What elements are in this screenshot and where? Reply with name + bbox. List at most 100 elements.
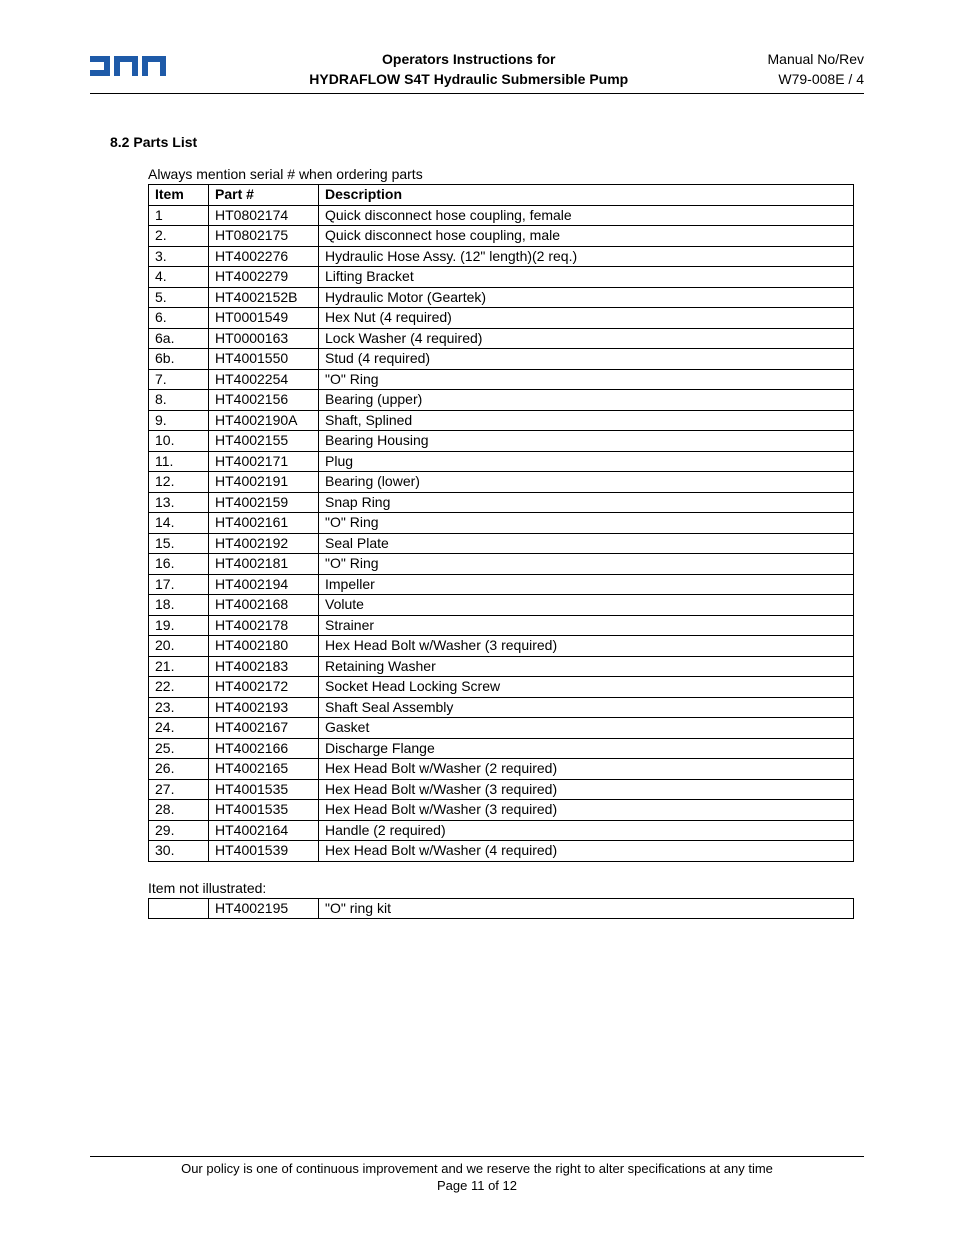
table-row: 16.HT4002181"O" Ring [149, 554, 854, 575]
table-row: 21.HT4002183Retaining Washer [149, 656, 854, 677]
cell-desc: Quick disconnect hose coupling, female [319, 205, 854, 226]
col-header-item: Item [149, 185, 209, 206]
cell-item: 28. [149, 800, 209, 821]
cell-item: 29. [149, 820, 209, 841]
cell-desc: Retaining Washer [319, 656, 854, 677]
cell-item: 14. [149, 513, 209, 534]
table-row: 9.HT4002190AShaft, Splined [149, 410, 854, 431]
table-row: 27.HT4001535Hex Head Bolt w/Washer (3 re… [149, 779, 854, 800]
table-row: 4.HT4002279Lifting Bracket [149, 267, 854, 288]
cell-desc: "O" Ring [319, 554, 854, 575]
cell-part: HT4002195 [209, 898, 319, 919]
cell-item: 18. [149, 595, 209, 616]
table-row: 11.HT4002171Plug [149, 451, 854, 472]
table-row: 23.HT4002193Shaft Seal Assembly [149, 697, 854, 718]
cell-part: HT4002164 [209, 820, 319, 841]
cell-item: 3. [149, 246, 209, 267]
cell-item: 21. [149, 656, 209, 677]
not-illustrated-table: HT4002195 "O" ring kit [148, 898, 854, 920]
cell-desc: Lifting Bracket [319, 267, 854, 288]
cell-desc: "O" Ring [319, 513, 854, 534]
cell-item: 6a. [149, 328, 209, 349]
cell-part: HT4002167 [209, 718, 319, 739]
cell-item: 19. [149, 615, 209, 636]
header-manual-info: Manual No/Rev W79-008E / 4 [768, 50, 865, 89]
page-footer: Our policy is one of continuous improvem… [90, 1156, 864, 1195]
table-row: 10.HT4002155Bearing Housing [149, 431, 854, 452]
cell-desc: Stud (4 required) [319, 349, 854, 370]
table-row: 18.HT4002168Volute [149, 595, 854, 616]
cell-desc: Gasket [319, 718, 854, 739]
cell-item: 17. [149, 574, 209, 595]
cell-desc: Socket Head Locking Screw [319, 677, 854, 698]
table-row: 22.HT4002172Socket Head Locking Screw [149, 677, 854, 698]
cell-item: 20. [149, 636, 209, 657]
manual-no-label: Manual No/Rev [768, 50, 865, 70]
cell-item: 25. [149, 738, 209, 759]
cell-desc: Bearing (upper) [319, 390, 854, 411]
table-row: HT4002195 "O" ring kit [149, 898, 854, 919]
cell-part: HT4002183 [209, 656, 319, 677]
cell-part: HT4001550 [209, 349, 319, 370]
cell-part: HT4002152B [209, 287, 319, 308]
table-row: 26.HT4002165Hex Head Bolt w/Washer (2 re… [149, 759, 854, 780]
cell-desc: Strainer [319, 615, 854, 636]
cell-part: HT4002172 [209, 677, 319, 698]
table-note: Always mention serial # when ordering pa… [148, 166, 854, 182]
cell-item: 30. [149, 841, 209, 862]
cell-item: 12. [149, 472, 209, 493]
cell-item: 22. [149, 677, 209, 698]
cell-desc: Impeller [319, 574, 854, 595]
table-row: 30.HT4001539Hex Head Bolt w/Washer (4 re… [149, 841, 854, 862]
cell-item-blank [149, 898, 209, 919]
table-row: 5.HT4002152BHydraulic Motor (Geartek) [149, 287, 854, 308]
table-row: 29.HT4002164Handle (2 required) [149, 820, 854, 841]
cell-desc: Shaft Seal Assembly [319, 697, 854, 718]
table-header-row: Item Part # Description [149, 185, 854, 206]
cell-part: HT4002156 [209, 390, 319, 411]
cell-item: 23. [149, 697, 209, 718]
table-row: 8.HT4002156Bearing (upper) [149, 390, 854, 411]
cell-part: HT0001549 [209, 308, 319, 329]
cell-desc: Hex Nut (4 required) [319, 308, 854, 329]
cell-part: HT4002181 [209, 554, 319, 575]
cell-part: HT4002190A [209, 410, 319, 431]
table-row: 3.HT4002276Hydraulic Hose Assy. (12" len… [149, 246, 854, 267]
cell-part: HT4002178 [209, 615, 319, 636]
header-title-line1: Operators Instructions for [170, 50, 768, 70]
cell-part: HT4002192 [209, 533, 319, 554]
cell-item: 4. [149, 267, 209, 288]
cell-desc: Handle (2 required) [319, 820, 854, 841]
section-title: 8.2 Parts List [110, 134, 864, 150]
cell-part: HT4002155 [209, 431, 319, 452]
cell-desc: Plug [319, 451, 854, 472]
parts-table-wrap: Always mention serial # when ordering pa… [148, 166, 854, 919]
manual-no-value: W79-008E / 4 [768, 70, 865, 90]
parts-table: Item Part # Description 1HT0802174Quick … [148, 184, 854, 862]
cell-part: HT4002168 [209, 595, 319, 616]
cell-part: HT4001539 [209, 841, 319, 862]
table-row: 6.HT0001549Hex Nut (4 required) [149, 308, 854, 329]
cell-desc: Hex Head Bolt w/Washer (3 required) [319, 636, 854, 657]
cell-part: HT4001535 [209, 800, 319, 821]
table-row: 14.HT4002161"O" Ring [149, 513, 854, 534]
table-row: 6a.HT0000163Lock Washer (4 required) [149, 328, 854, 349]
cell-item: 9. [149, 410, 209, 431]
cell-part: HT4002191 [209, 472, 319, 493]
table-row: 15.HT4002192Seal Plate [149, 533, 854, 554]
cell-item: 13. [149, 492, 209, 513]
cell-part: HT4002171 [209, 451, 319, 472]
table-row: 19.HT4002178Strainer [149, 615, 854, 636]
page: Operators Instructions for HYDRAFLOW S4T… [0, 0, 954, 1235]
cell-part: HT4002193 [209, 697, 319, 718]
cell-desc: Hex Head Bolt w/Washer (3 required) [319, 779, 854, 800]
footer-page: Page 11 of 12 [90, 1177, 864, 1195]
cell-part: HT4002180 [209, 636, 319, 657]
cell-desc: Lock Washer (4 required) [319, 328, 854, 349]
cell-item: 16. [149, 554, 209, 575]
cell-item: 2. [149, 226, 209, 247]
cell-item: 7. [149, 369, 209, 390]
cell-desc: Discharge Flange [319, 738, 854, 759]
cell-desc: Volute [319, 595, 854, 616]
cell-item: 11. [149, 451, 209, 472]
